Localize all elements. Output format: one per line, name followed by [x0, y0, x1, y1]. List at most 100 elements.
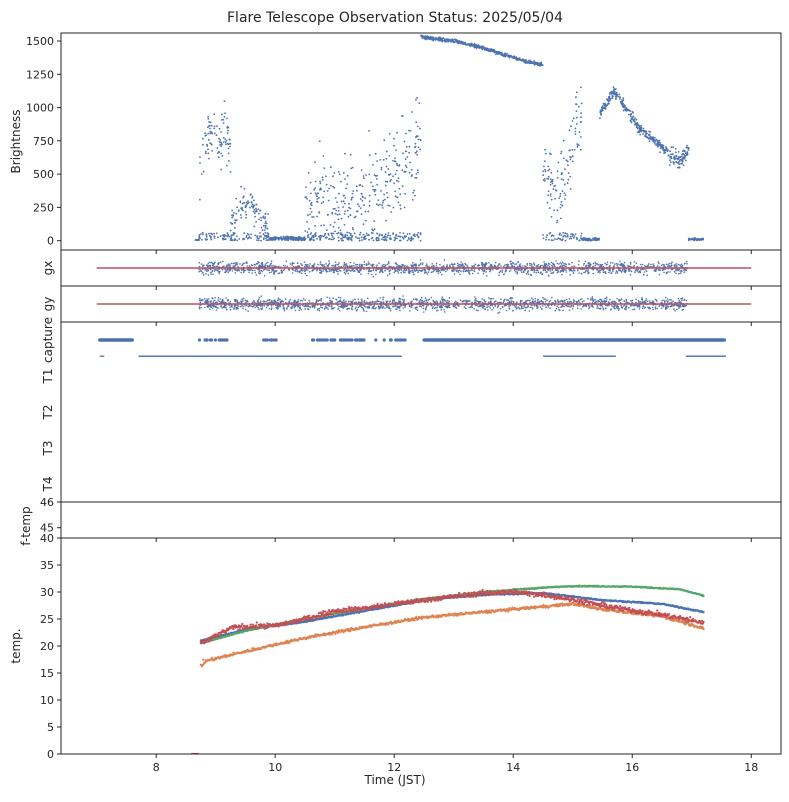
brightness-point — [614, 93, 616, 95]
gx-point — [273, 271, 275, 273]
brightness-point — [207, 116, 209, 118]
gy-point — [205, 301, 207, 303]
brightness-point — [207, 133, 209, 135]
gx-point — [207, 269, 209, 271]
brightness-point — [370, 182, 372, 184]
brightness-point — [352, 229, 354, 231]
brightness-point — [513, 57, 515, 59]
brightness-point — [494, 51, 496, 53]
brightness-point — [416, 154, 418, 156]
gx-point — [360, 273, 362, 275]
gx-point — [599, 264, 601, 266]
gx-point — [384, 270, 386, 272]
gy-point — [441, 296, 443, 298]
gy-point — [497, 307, 499, 309]
brightness-point — [318, 197, 320, 199]
brightness-point — [636, 119, 638, 121]
brightness-point — [343, 172, 345, 174]
brightness-point — [396, 238, 398, 240]
brightness-point — [253, 211, 255, 213]
gx-point — [426, 265, 428, 267]
gx-point — [469, 270, 471, 272]
brightness-point — [317, 201, 319, 203]
brightness-point — [246, 202, 248, 204]
gx-point — [337, 273, 339, 275]
gx-point — [371, 270, 373, 272]
brightness-point — [309, 239, 311, 241]
brightness-point — [552, 183, 554, 185]
brightness-point — [258, 208, 260, 210]
brightness-point — [235, 198, 237, 200]
brightness-point — [624, 109, 626, 111]
gx-point — [657, 265, 659, 267]
gx-point — [617, 272, 619, 274]
brightness-point — [570, 159, 572, 161]
brightness-point — [219, 141, 221, 143]
brightness-point — [253, 205, 255, 207]
gx-point — [408, 272, 410, 274]
brightness-point — [359, 237, 361, 239]
gx-point — [394, 270, 396, 272]
gx-point — [406, 265, 408, 267]
brightness-point — [257, 237, 259, 239]
brightness-point — [561, 174, 563, 176]
brightness-point — [545, 236, 547, 238]
gx-point — [256, 263, 258, 265]
brightness-point — [393, 240, 395, 242]
gx-point — [648, 263, 650, 265]
brightness-point — [561, 240, 563, 242]
brightness-point — [369, 200, 371, 202]
gy-point — [326, 297, 328, 299]
brightness-point — [263, 225, 265, 227]
gy-point — [595, 301, 597, 303]
gx-point — [372, 276, 374, 278]
brightness-point — [268, 236, 270, 238]
brightness-point — [700, 239, 702, 241]
gx-point — [551, 265, 553, 267]
brightness-point — [576, 110, 578, 112]
gx-point — [258, 269, 260, 271]
brightness-point — [494, 49, 496, 51]
brightness-ylabel: Brightness — [9, 110, 23, 174]
brightness-point — [645, 131, 647, 133]
gx-point — [612, 269, 614, 271]
brightness-point — [386, 192, 388, 194]
brightness-point — [209, 131, 211, 133]
gy-point — [667, 302, 669, 304]
gx-point — [299, 271, 301, 273]
brightness-point — [392, 160, 394, 162]
brightness-point — [366, 234, 368, 236]
brightness-point — [281, 239, 283, 241]
gx-point — [408, 270, 410, 272]
gy-point — [309, 301, 311, 303]
brightness-point — [461, 41, 463, 43]
gy-point — [199, 298, 201, 300]
gx-point — [527, 272, 529, 274]
brightness-point — [378, 235, 380, 237]
brightness-point — [360, 198, 362, 200]
gx-point — [279, 272, 281, 274]
brightness-point — [553, 235, 555, 237]
gy-point — [295, 310, 297, 312]
gx-point — [261, 266, 263, 268]
gx-point — [569, 274, 571, 276]
brightness-point — [279, 237, 281, 239]
brightness-point — [482, 46, 484, 48]
brightness-point — [670, 161, 672, 163]
gx-point — [214, 269, 216, 271]
gx-point — [346, 269, 348, 271]
brightness-point — [200, 233, 202, 235]
brightness-point — [659, 151, 661, 153]
gx-point — [634, 272, 636, 274]
gx-point — [546, 271, 548, 273]
gy-point — [539, 301, 541, 303]
brightness-point — [403, 232, 405, 234]
gx-point — [320, 263, 322, 265]
brightness-point — [382, 202, 384, 204]
gx-point — [260, 272, 262, 274]
gy-point — [298, 299, 300, 301]
gx-point — [583, 272, 585, 274]
brightness-point — [394, 237, 396, 239]
brightness-point — [388, 232, 390, 234]
brightness-point — [197, 239, 199, 241]
